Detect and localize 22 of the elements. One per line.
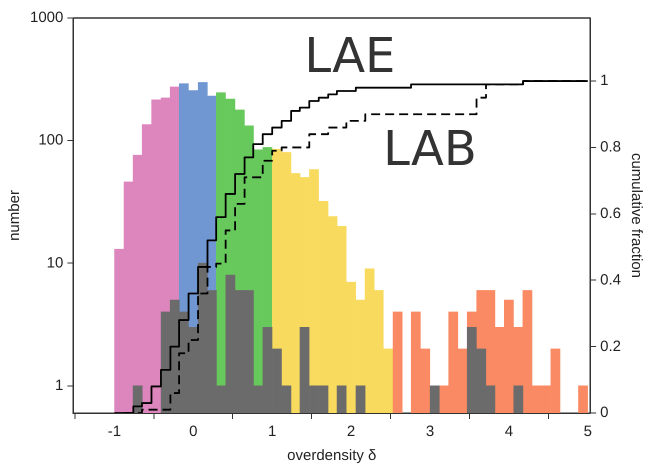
x-tick-label: 0 [189, 423, 198, 440]
y2-tick-label: 0.4 [600, 271, 622, 288]
y-axis-title: number [6, 190, 24, 241]
x-tick-label: 5 [584, 423, 592, 440]
x-tick-label: 3 [426, 423, 434, 440]
annotation: LAB [383, 120, 477, 177]
y2-tick-label: 0 [600, 404, 608, 422]
y2-tick-label: 0.2 [600, 338, 622, 355]
y2-tick-label: 0.6 [600, 204, 622, 222]
y-tick-label: 1000 [30, 9, 64, 26]
y2-tick-label: 1 [600, 72, 608, 90]
y2-axis-title: cumulative fraction [628, 152, 645, 278]
x-tick-label: 2 [346, 423, 356, 440]
y-tick-label: 1 [55, 376, 64, 394]
y2-tick-label: 0.8 [600, 138, 622, 156]
x-axis-title: overdensity δ [287, 447, 376, 464]
x-tick-label: 1 [268, 423, 276, 440]
x-tick-label: -1 [108, 423, 122, 440]
y-tick-label: 100 [38, 132, 64, 149]
y-tick-label: 10 [46, 254, 64, 272]
annotation: LAE [304, 28, 396, 84]
x-tick-label: 4 [504, 423, 514, 440]
